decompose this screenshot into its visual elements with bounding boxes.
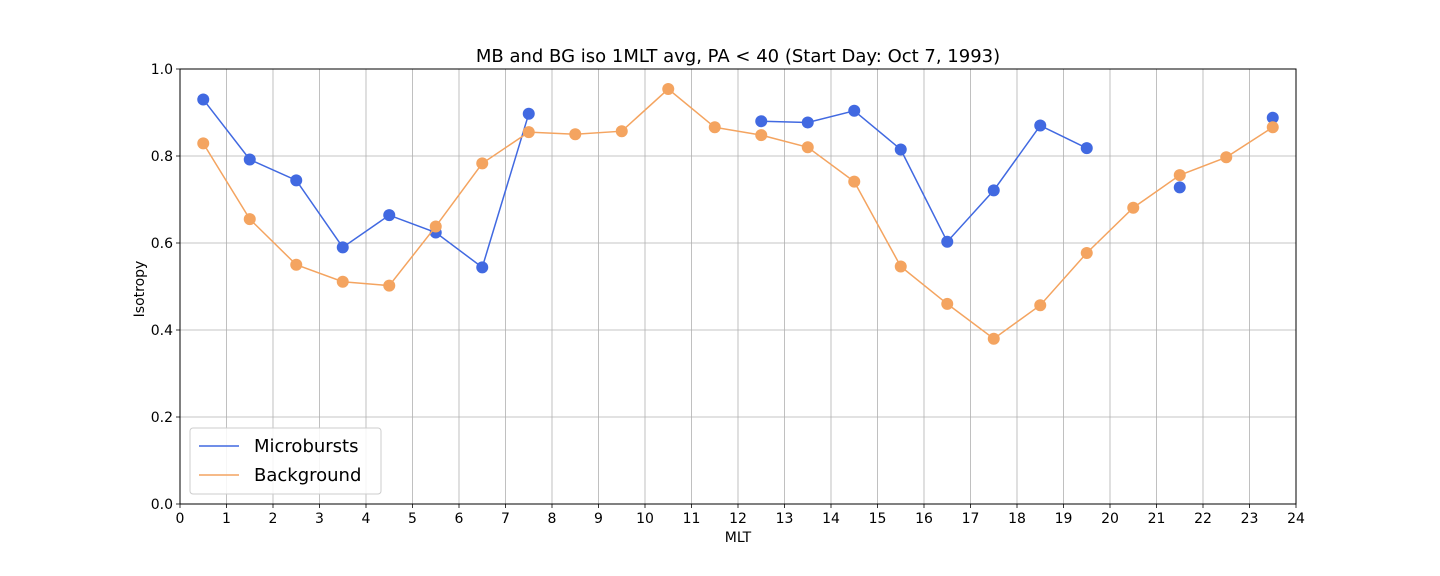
microbursts-point bbox=[290, 174, 303, 187]
background-point bbox=[243, 213, 256, 226]
background-series-line bbox=[202, 88, 1274, 340]
x-tick-label: 9 bbox=[594, 511, 603, 527]
y-axis-label: Isotropy bbox=[132, 261, 148, 318]
x-tick-label: 17 bbox=[962, 511, 980, 527]
background-point bbox=[569, 128, 582, 141]
x-tick-label: 16 bbox=[915, 511, 933, 527]
microbursts-point bbox=[1080, 142, 1093, 155]
microbursts-point bbox=[848, 104, 861, 117]
background-point bbox=[848, 175, 861, 188]
microbursts-point bbox=[1266, 111, 1279, 124]
legend-label-background: Background bbox=[254, 465, 361, 486]
y-tick-label: 0.4 bbox=[151, 323, 173, 339]
background-point bbox=[336, 275, 349, 288]
y-tick-label: 0.2 bbox=[151, 410, 173, 426]
x-tick-label: 15 bbox=[869, 511, 887, 527]
microbursts-point bbox=[1173, 181, 1186, 194]
background-point bbox=[615, 125, 628, 138]
x-tick-label: 10 bbox=[636, 511, 654, 527]
x-tick-label: 7 bbox=[501, 511, 510, 527]
background-point bbox=[1173, 169, 1186, 182]
x-axis: 0 1 2 3 4 5 6 7 8 9 10 11 12 13 14 15 16 17 18 19 20 21 22 23 24 bbox=[176, 504, 1305, 527]
background-point bbox=[522, 126, 535, 139]
background-point bbox=[708, 121, 721, 134]
x-tick-label: 23 bbox=[1241, 511, 1259, 527]
x-tick-label: 0 bbox=[176, 511, 185, 527]
background-point bbox=[1220, 151, 1233, 164]
x-tick-label: 4 bbox=[362, 511, 371, 527]
background-point bbox=[755, 129, 768, 142]
series-layer bbox=[197, 83, 1279, 345]
x-tick-label: 19 bbox=[1055, 511, 1073, 527]
microbursts-series-line bbox=[761, 109, 1088, 244]
microbursts-point bbox=[197, 93, 210, 106]
microbursts-point bbox=[801, 116, 814, 129]
chart-title: MB and BG iso 1MLT avg, PA < 40 (Start D… bbox=[476, 46, 1000, 67]
x-tick-label: 5 bbox=[408, 511, 417, 527]
legend-box bbox=[189, 427, 382, 495]
background-point bbox=[1034, 299, 1047, 312]
background-point bbox=[662, 83, 675, 96]
x-tick-label: 14 bbox=[822, 511, 840, 527]
background-point bbox=[429, 220, 442, 233]
microbursts-point bbox=[476, 261, 489, 274]
microbursts-point bbox=[894, 143, 907, 156]
x-tick-label: 18 bbox=[1008, 511, 1026, 527]
legend: Microbursts Background bbox=[189, 427, 382, 495]
microbursts-point bbox=[336, 241, 349, 254]
microbursts-series-line bbox=[202, 98, 530, 269]
microbursts-point bbox=[383, 209, 396, 222]
microbursts-point bbox=[941, 235, 954, 248]
y-tick-label: 0.8 bbox=[151, 149, 173, 165]
microbursts-point bbox=[1034, 119, 1047, 132]
x-tick-label: 2 bbox=[269, 511, 278, 527]
microbursts-point bbox=[987, 184, 1000, 197]
background-point bbox=[383, 279, 396, 292]
background-point bbox=[801, 141, 814, 154]
x-tick-label: 12 bbox=[729, 511, 747, 527]
x-tick-label: 3 bbox=[315, 511, 324, 527]
legend-label-microbursts: Microbursts bbox=[254, 436, 359, 457]
y-axis: 0.0 0.2 0.4 0.6 0.8 1.0 bbox=[151, 62, 180, 513]
microbursts-point bbox=[522, 107, 535, 120]
x-tick-label: 11 bbox=[683, 511, 701, 527]
x-tick-label: 8 bbox=[548, 511, 557, 527]
y-tick-label: 1.0 bbox=[151, 62, 173, 78]
x-tick-label: 20 bbox=[1101, 511, 1119, 527]
x-axis-label: MLT bbox=[725, 530, 752, 546]
x-tick-label: 1 bbox=[222, 511, 231, 527]
background-point bbox=[290, 258, 303, 271]
background-point bbox=[941, 297, 954, 310]
microbursts-point bbox=[243, 153, 256, 166]
y-tick-label: 0.0 bbox=[151, 497, 173, 513]
x-tick-label: 6 bbox=[455, 511, 464, 527]
background-point bbox=[894, 260, 907, 273]
background-point bbox=[1080, 247, 1093, 260]
x-tick-label: 13 bbox=[776, 511, 794, 527]
y-tick-label: 0.6 bbox=[151, 236, 173, 252]
x-tick-label: 24 bbox=[1287, 511, 1305, 527]
x-tick-label: 22 bbox=[1194, 511, 1212, 527]
background-point bbox=[476, 157, 489, 170]
background-point bbox=[987, 332, 1000, 345]
microbursts-point bbox=[755, 115, 768, 128]
background-point bbox=[1266, 121, 1279, 134]
background-point bbox=[197, 137, 210, 150]
background-point bbox=[1127, 201, 1140, 214]
x-tick-label: 21 bbox=[1148, 511, 1166, 527]
